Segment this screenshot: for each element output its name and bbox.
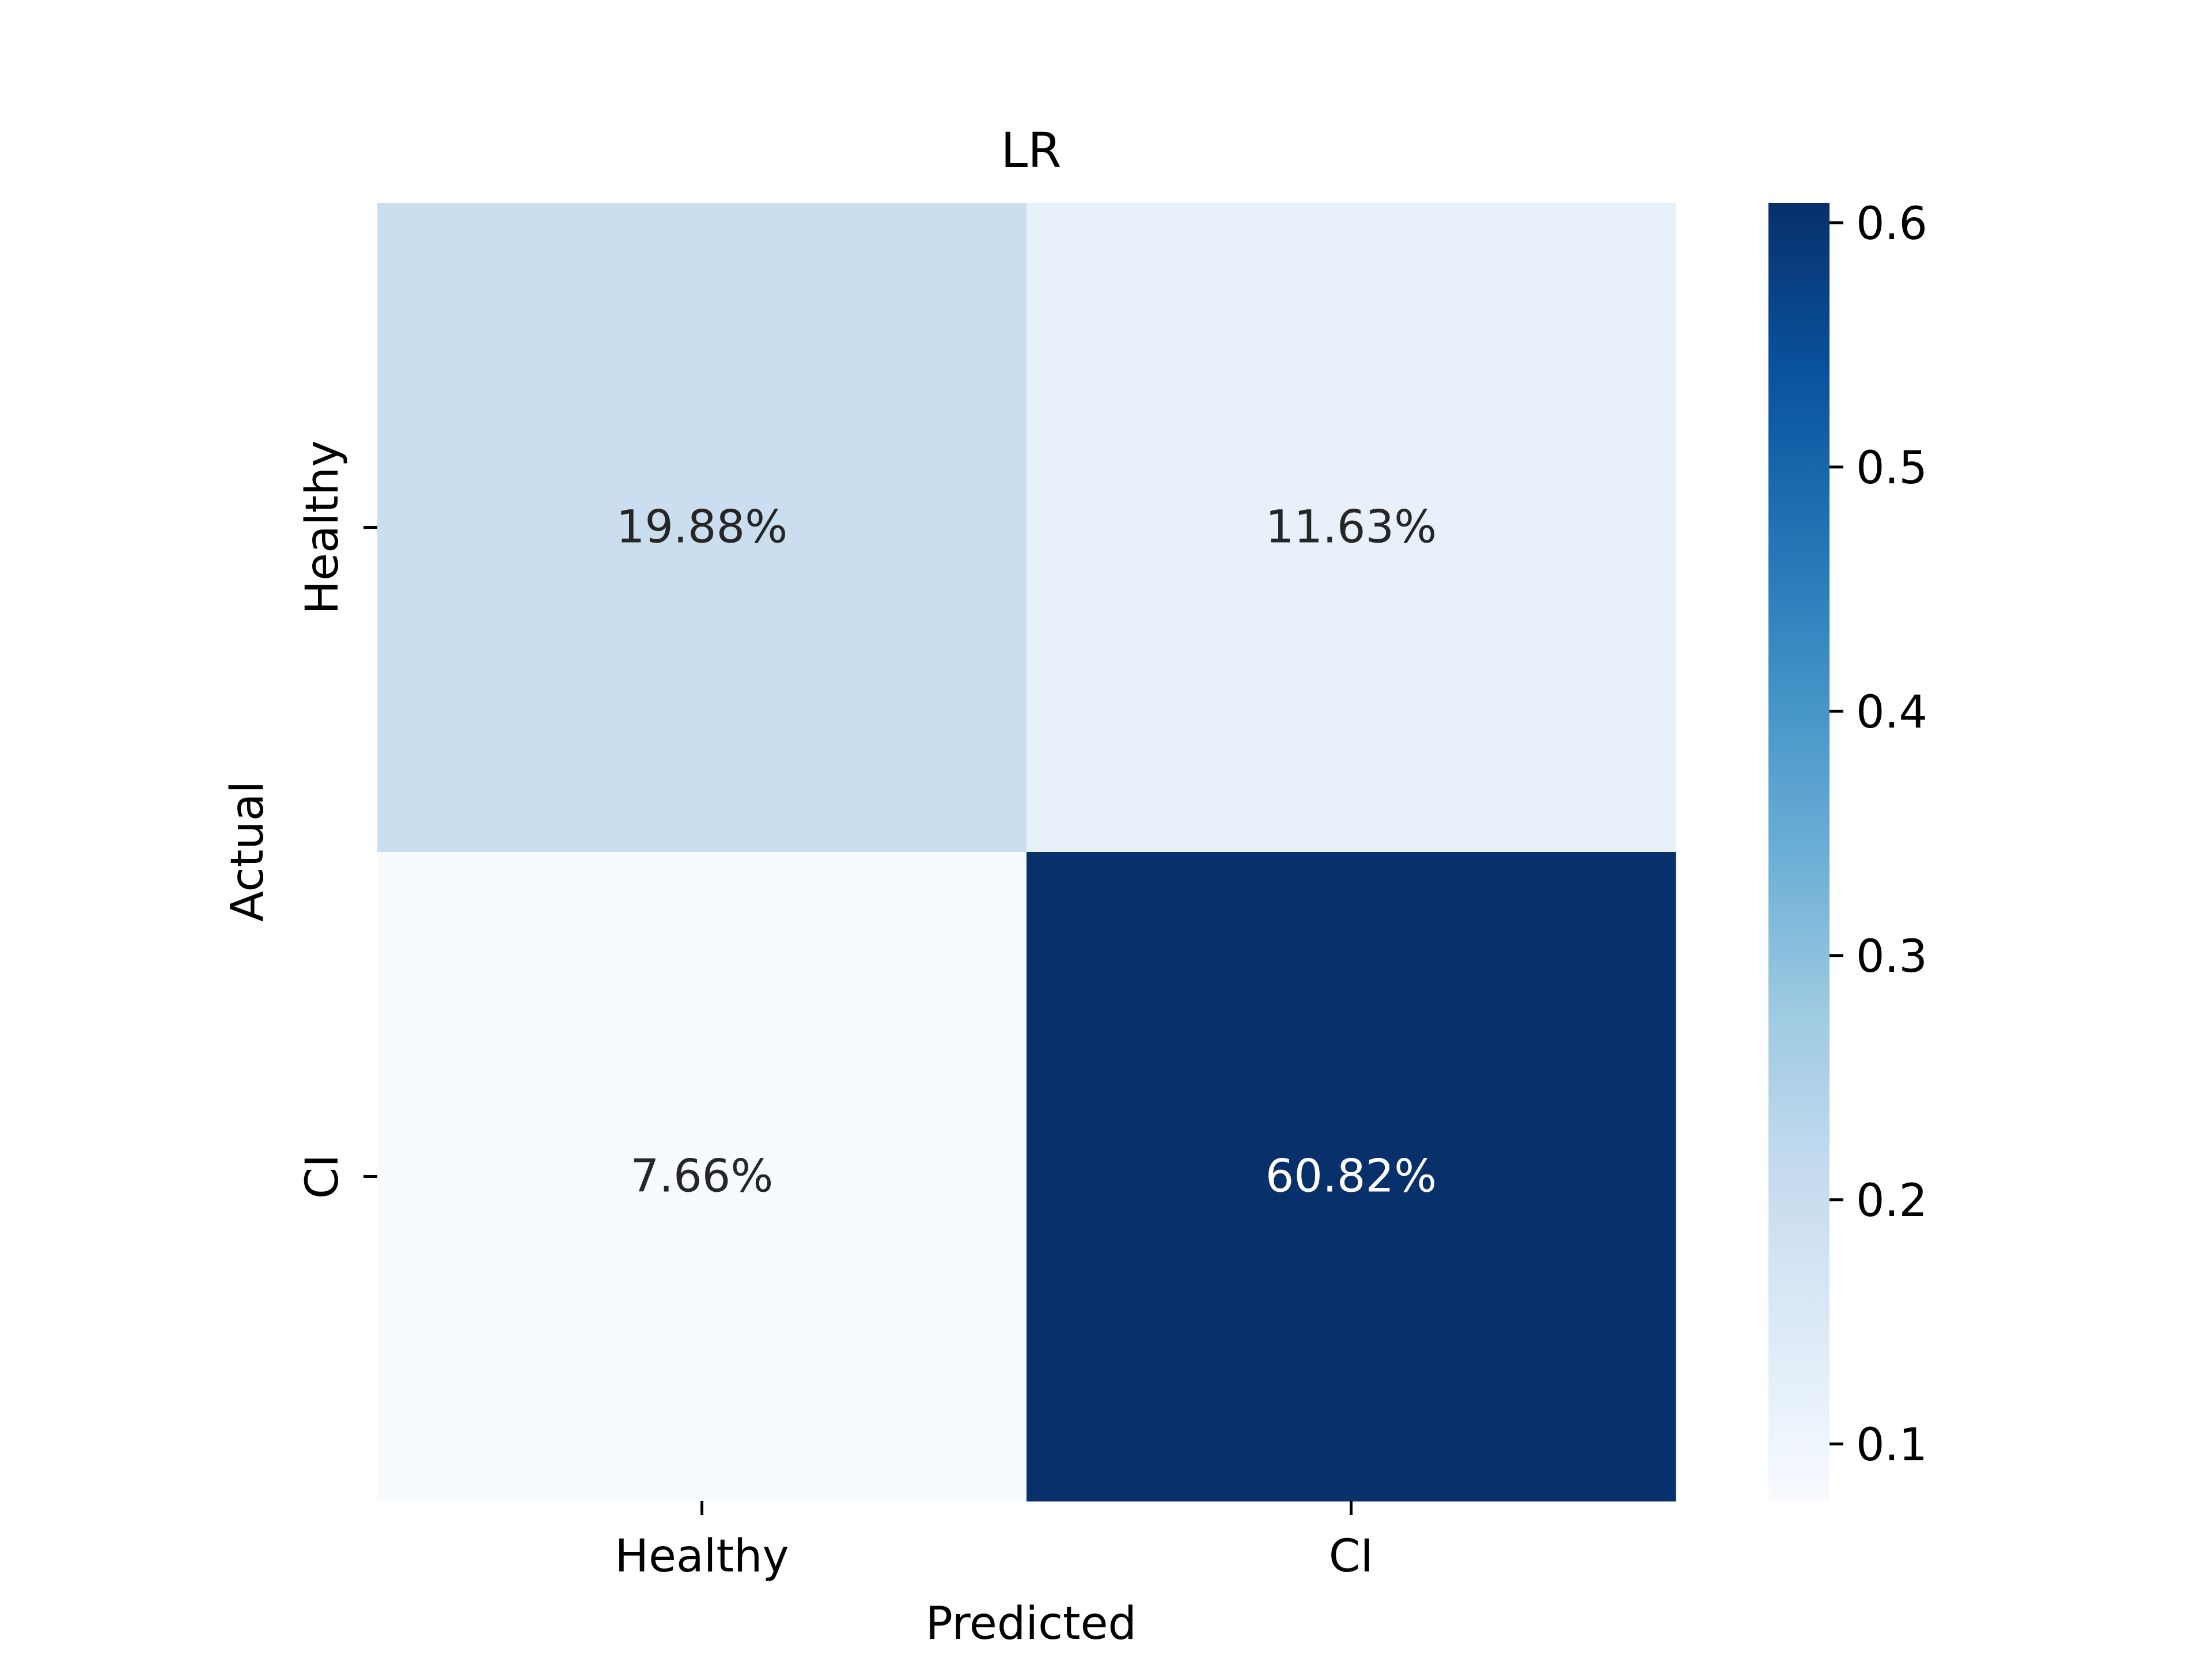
colorbar	[1768, 203, 1830, 1501]
colorbar-tick-label: 0.2	[1856, 1175, 1927, 1227]
colorbar-tick-label: 0.5	[1856, 442, 1927, 494]
heatmap-cell	[377, 203, 1027, 853]
heatmap-cell	[1027, 203, 1676, 853]
colorbar-tick-label: 0.1	[1856, 1419, 1927, 1471]
colorbar-tick-label: 0.6	[1856, 198, 1927, 250]
cell-value-label: 11.63%	[1266, 502, 1437, 554]
heatmap-cells	[377, 203, 1676, 1502]
y-tick-label: CI	[297, 1154, 349, 1199]
heatmap-cell	[1027, 852, 1676, 1502]
x-tick-label: CI	[1329, 1531, 1373, 1582]
x-axis: Healthy CI	[615, 1501, 1373, 1582]
cell-value-label: 60.82%	[1266, 1151, 1437, 1203]
heatmap-cell-labels: 19.88% 11.63% 7.66% 60.82%	[616, 502, 1437, 1203]
y-axis: Healthy CI	[297, 440, 377, 1199]
y-tick-label: Healthy	[297, 440, 349, 614]
cell-value-label: 7.66%	[631, 1151, 774, 1203]
colorbar-tick-label: 0.3	[1856, 931, 1927, 983]
x-tick-label: Healthy	[615, 1531, 789, 1582]
colorbar-tick-label: 0.4	[1856, 687, 1927, 738]
y-axis-label: Actual	[222, 781, 274, 922]
heatmap-cell	[377, 852, 1027, 1502]
colorbar-ticks: 0.1 0.2 0.3 0.4 0.5 0.6	[1830, 198, 1927, 1471]
cell-value-label: 19.88%	[616, 502, 787, 554]
x-axis-label: Predicted	[926, 1598, 1137, 1650]
chart-title: LR	[1001, 122, 1061, 179]
